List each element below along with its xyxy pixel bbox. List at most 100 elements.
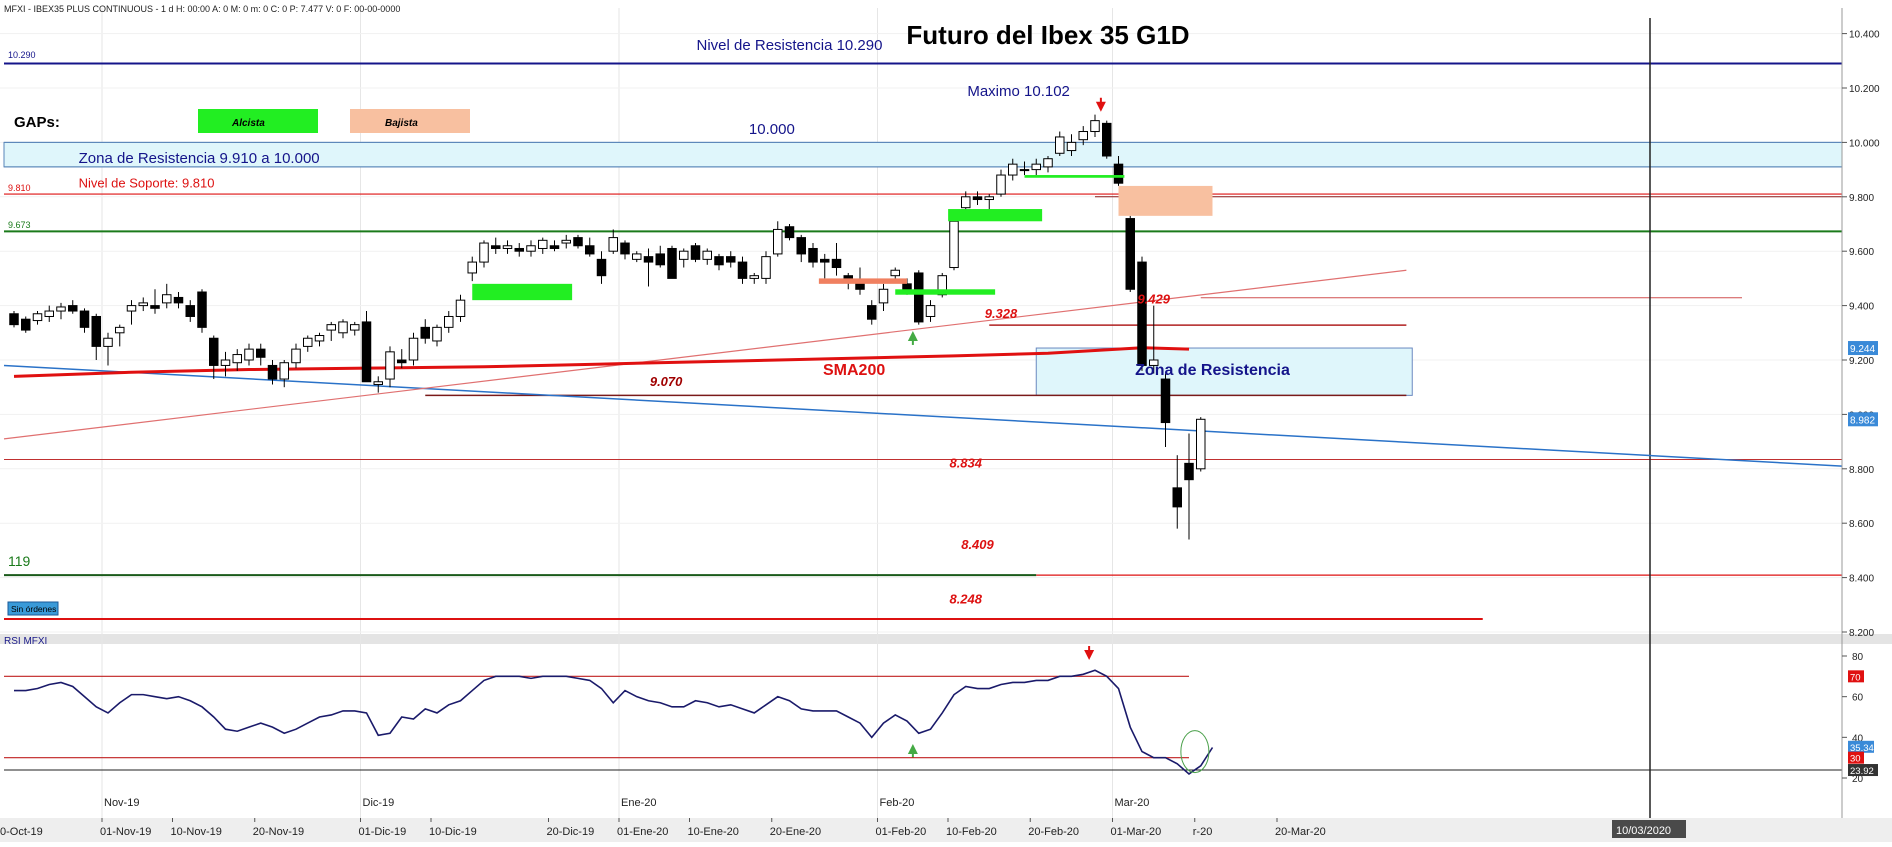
price-tick-label: 10.400 (1849, 30, 1880, 41)
price-tick-label: 9.800 (1849, 193, 1874, 204)
rsi-badge-label: 30 (1850, 754, 1861, 765)
candlestick-series (9, 114, 1206, 540)
date-label: 20-Dic-19 (547, 826, 595, 838)
candle-body (1019, 169, 1030, 172)
gap-up-thin-1 (895, 289, 996, 295)
candle-body (1160, 378, 1171, 424)
rsi-panel (4, 669, 1842, 775)
candle-body (326, 324, 336, 331)
arrows (907, 97, 1106, 758)
candle-body (1125, 218, 1135, 290)
header-info-line: MFXI - IBEX35 PLUS CONTINUOUS - 1 d H: 0… (4, 4, 400, 14)
candle-body (690, 245, 701, 260)
candle-body (397, 359, 407, 364)
candle-body (1008, 163, 1018, 176)
sin-ordenes-badge[interactable] (7, 601, 59, 616)
candle-body (784, 226, 795, 239)
candle-body (21, 318, 31, 331)
annotation-label: Zona de Resistencia 9.910 a 10.000 (79, 150, 320, 167)
candle-body (232, 354, 242, 364)
candle-body (197, 291, 207, 328)
annotation-label: 10.000 (749, 121, 795, 138)
candle-body (538, 239, 548, 249)
candle-body (1090, 120, 1100, 133)
trend-line-down (3, 364, 1843, 467)
annotation-label: SMA200 (823, 362, 885, 379)
candle-body (878, 288, 889, 304)
rsi-badge-label: 35.34 (1850, 743, 1874, 754)
candle-body (984, 196, 994, 201)
candle-body (291, 348, 301, 364)
gap-legend-bajista-label: Bajista (385, 118, 418, 129)
candle-body (68, 305, 78, 312)
annotation-label: 8.834 (949, 455, 982, 470)
rsi-tick-label: 60 (1852, 693, 1864, 704)
candle-body (549, 245, 560, 249)
candle-body (138, 302, 148, 307)
candle-body (79, 310, 90, 328)
annotation-label: 8.409 (961, 537, 994, 552)
annotation-label: Nivel de Soporte: 9.810 (79, 175, 215, 190)
rsi-badge (1848, 764, 1878, 777)
date-label: 10-Dic-19 (429, 826, 477, 838)
gap-down-box (1118, 185, 1213, 216)
candle-body (350, 324, 360, 331)
rsi-badge (1848, 740, 1874, 753)
candle-body (479, 242, 489, 263)
candle-body (244, 348, 254, 361)
price-badge (1848, 341, 1878, 356)
candle-body (491, 245, 501, 249)
resistance-zone-box (1035, 347, 1413, 396)
candle-body (961, 196, 971, 209)
annotation-label: Nivel de Resistencia 10.290 (697, 37, 883, 54)
rsi-badge-label: 70 (1850, 672, 1861, 683)
candle-body (726, 256, 736, 263)
candle-body (408, 337, 419, 361)
candle-body (632, 253, 642, 260)
arrow-max-down (1095, 101, 1106, 112)
candle-body (808, 247, 818, 263)
candle-body (1137, 261, 1147, 366)
annotation-label: 10.290 (8, 50, 36, 60)
price-tick-label: 9.200 (1849, 356, 1874, 367)
candle-body (585, 245, 595, 255)
price-tick-label: 9.600 (1849, 247, 1874, 258)
panel-separator[interactable] (0, 634, 1892, 644)
candle-body (867, 305, 877, 320)
month-label: Feb-20 (880, 797, 915, 809)
candle-body (103, 337, 113, 347)
gap-legend-alcista (198, 109, 318, 133)
reference-lines (3, 18, 1843, 818)
candle-body (714, 256, 724, 266)
rsi-badge (1848, 751, 1864, 764)
gap-legend-alcista-label: Alcista (231, 118, 265, 129)
candle-body (9, 313, 19, 326)
date-label: 10-Nov-19 (171, 826, 222, 838)
candle-body (949, 220, 959, 269)
price-badge-label: 8.982 (1850, 415, 1875, 426)
price-badge-label: 9.244 (1850, 344, 1875, 355)
candle-body (526, 245, 536, 252)
arrow-feb-up (907, 330, 918, 341)
annotations: Nivel de Resistencia 10.290 10.290 Maximo … (8, 37, 1290, 607)
month-label: Nov-19 (104, 797, 139, 809)
candle-body (1196, 418, 1206, 470)
candle-body (1066, 141, 1077, 152)
gap-boxes (472, 175, 1213, 301)
price-tick-label: 10.200 (1849, 84, 1880, 95)
date-label: 01-Nov-19 (100, 826, 151, 838)
sin-ordenes-label: Sin órdenes (11, 604, 56, 614)
axes: 10.40010.20010.0009.8009.6009.4009.2009.… (0, 8, 1880, 838)
price-tick-label: 8.800 (1849, 465, 1874, 476)
sma200-line (13, 346, 1190, 378)
arrow-rsi-up (907, 744, 918, 754)
date-label: 01-Ene-20 (617, 826, 668, 838)
month-label: Ene-20 (621, 797, 656, 809)
candle-body (115, 326, 125, 334)
date-label: 20-Nov-19 (253, 826, 304, 838)
candle-body (925, 305, 936, 317)
rsi-panel-label: RSI MFXI (4, 636, 47, 647)
candle-body (667, 247, 677, 279)
candle-body (773, 228, 783, 255)
